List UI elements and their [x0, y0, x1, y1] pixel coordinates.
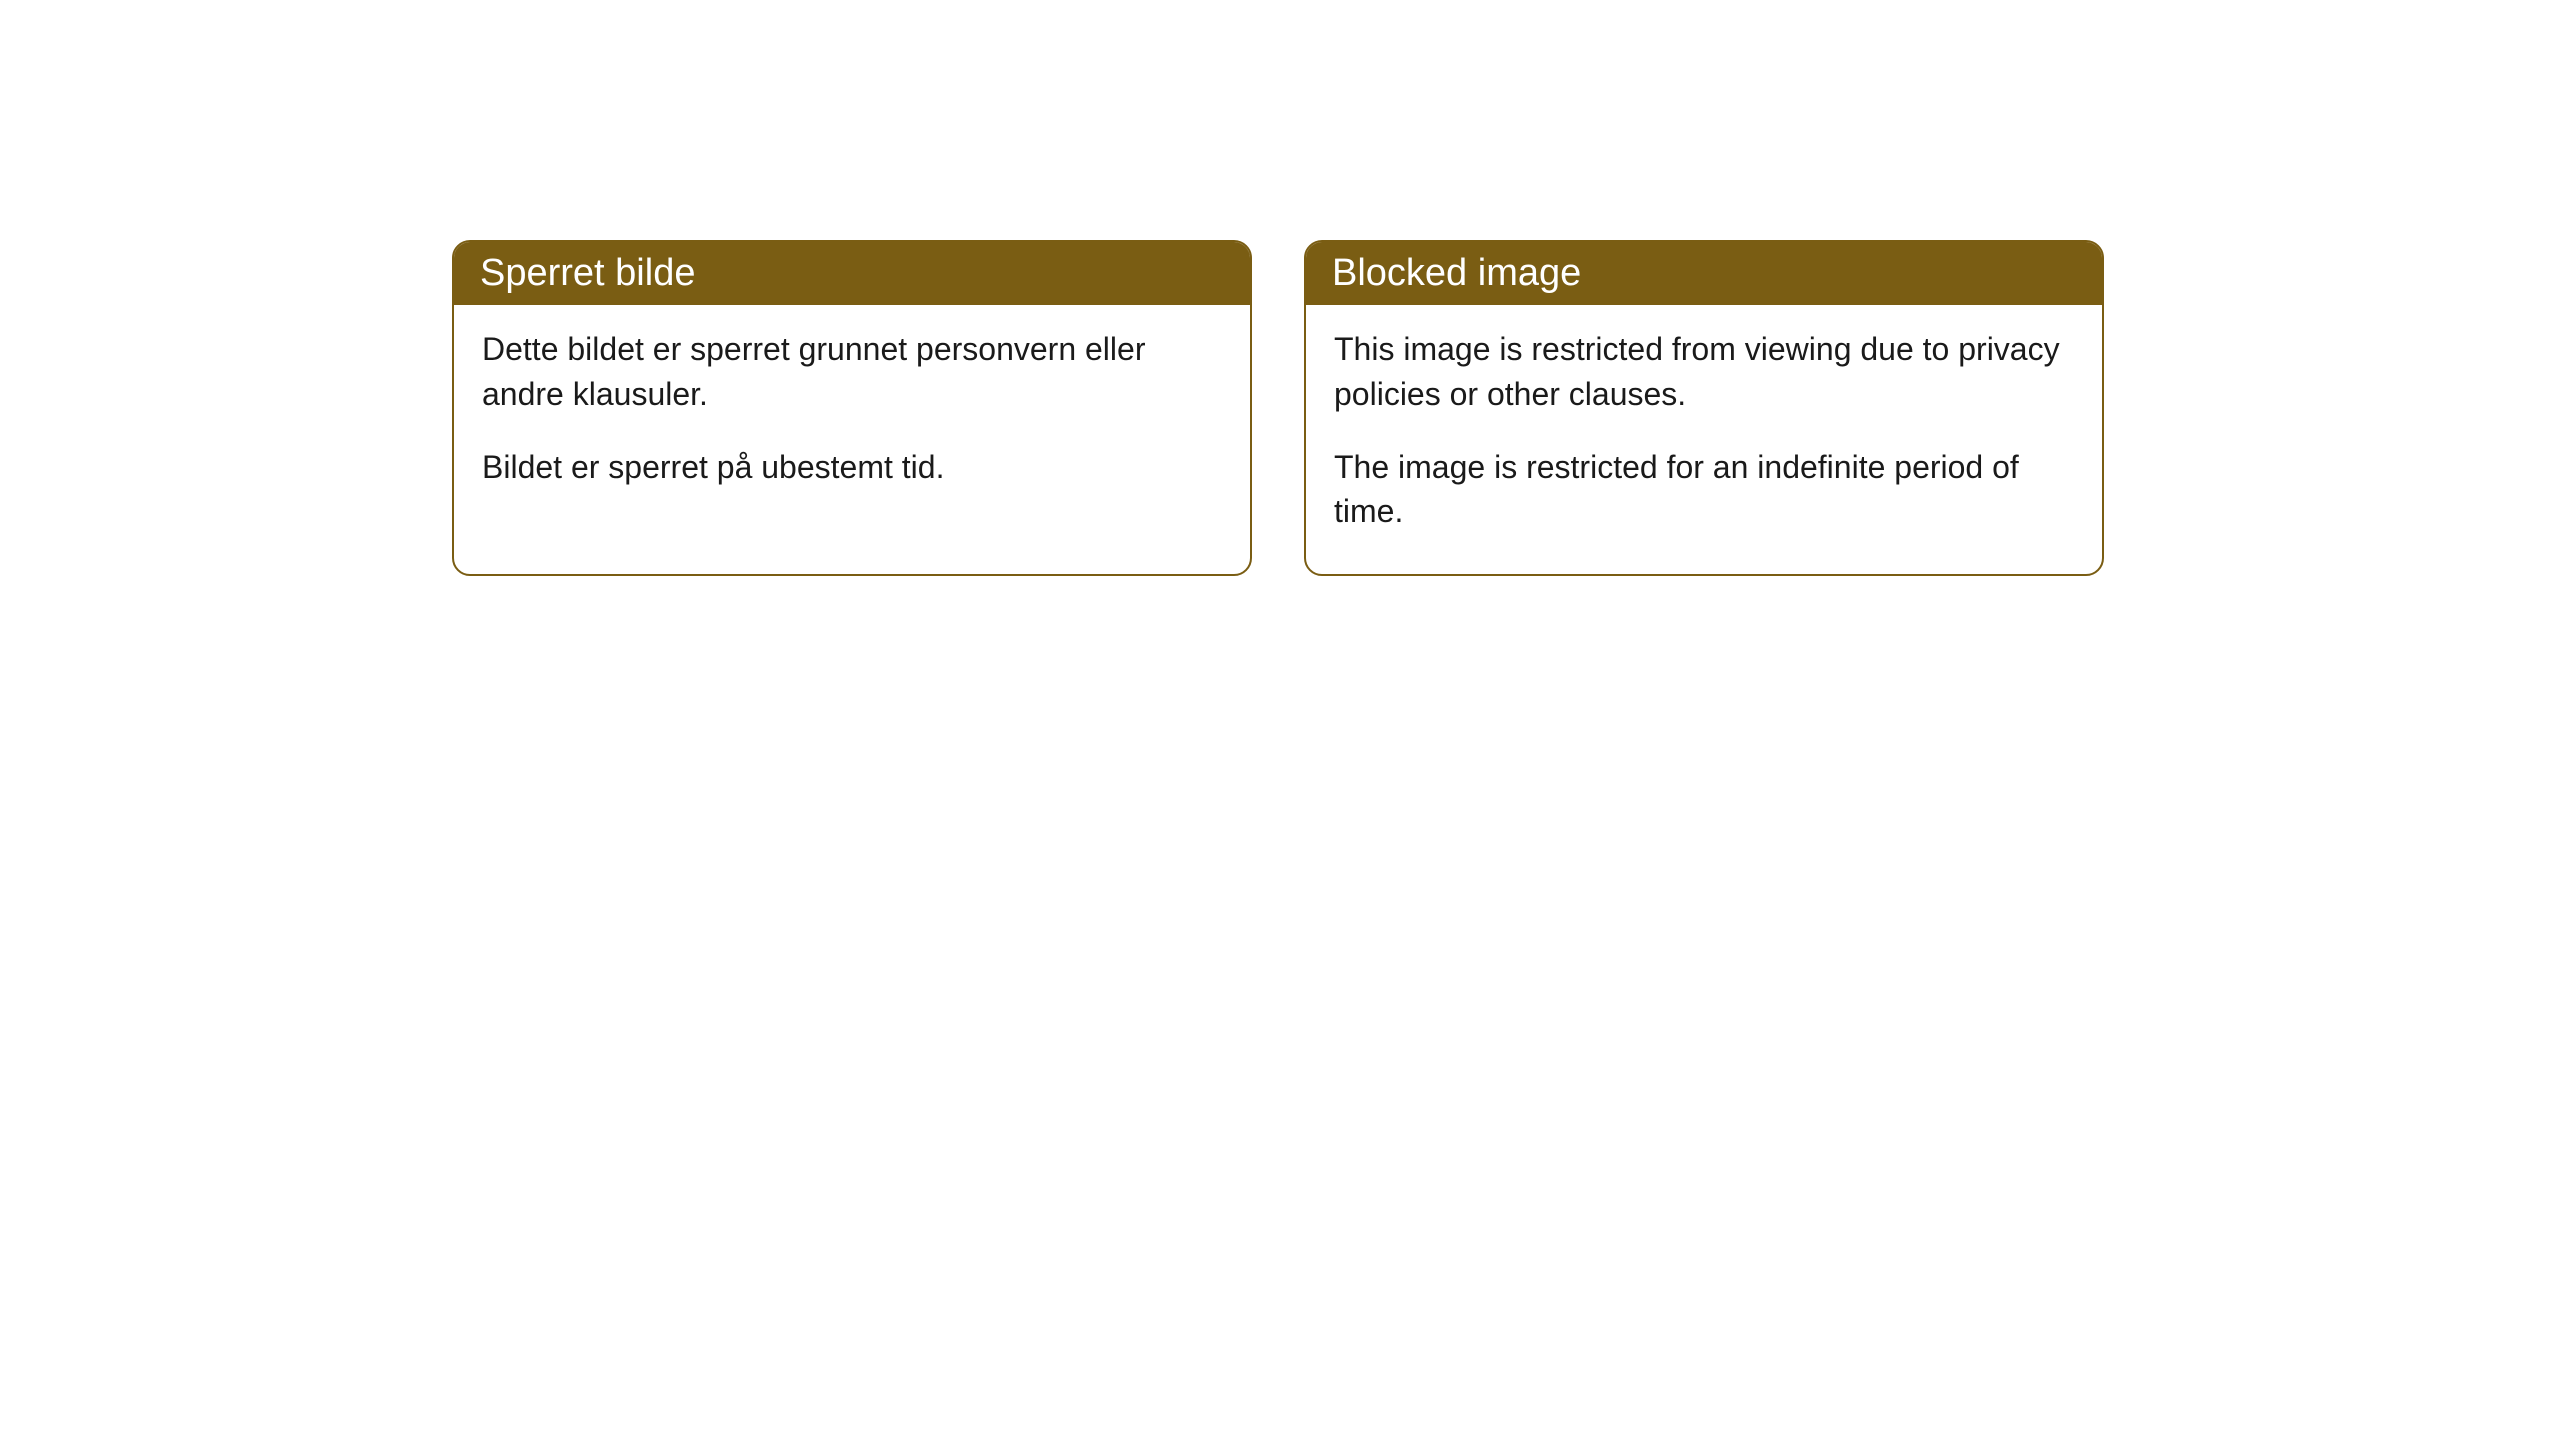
notice-cards-container: Sperret bilde Dette bildet er sperret gr… [452, 240, 2104, 576]
card-header: Sperret bilde [454, 242, 1250, 305]
card-paragraph-2: Bildet er sperret på ubestemt tid. [482, 445, 1222, 490]
card-title: Blocked image [1332, 252, 1581, 294]
card-body: Dette bildet er sperret grunnet personve… [454, 305, 1250, 529]
card-paragraph-1: This image is restricted from viewing du… [1334, 327, 2074, 417]
card-body: This image is restricted from viewing du… [1306, 305, 2102, 574]
notice-card-norwegian: Sperret bilde Dette bildet er sperret gr… [452, 240, 1252, 576]
card-paragraph-1: Dette bildet er sperret grunnet personve… [482, 327, 1222, 417]
card-title: Sperret bilde [480, 252, 695, 294]
card-paragraph-2: The image is restricted for an indefinit… [1334, 445, 2074, 535]
card-header: Blocked image [1306, 242, 2102, 305]
notice-card-english: Blocked image This image is restricted f… [1304, 240, 2104, 576]
